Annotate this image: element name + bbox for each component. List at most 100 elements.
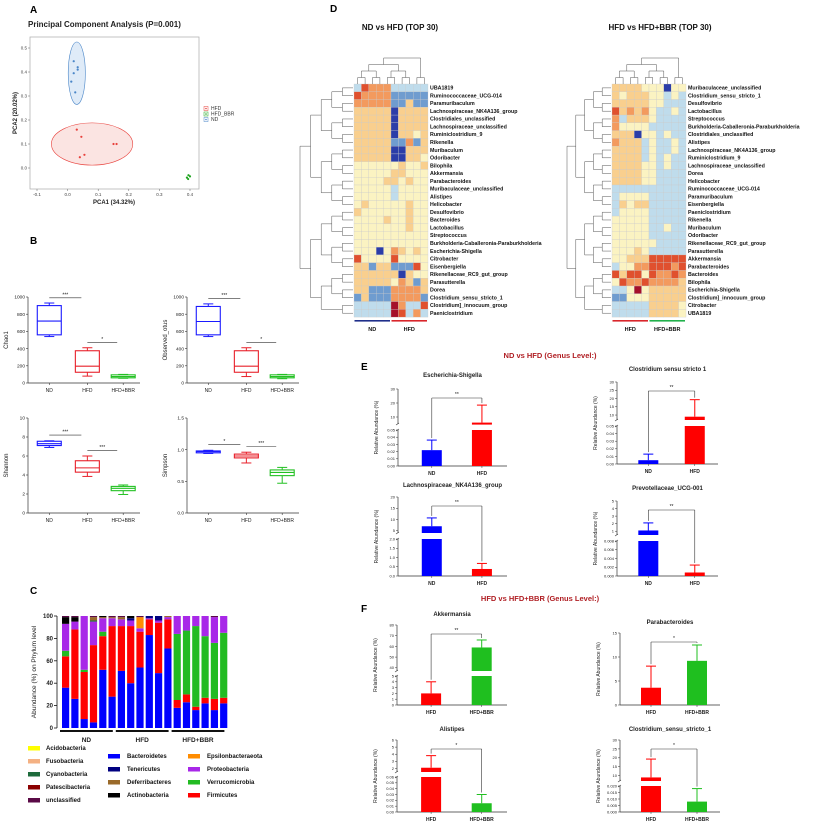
heatmap-cell — [678, 200, 687, 209]
heatmap-row-label: Bacteroides — [688, 272, 718, 278]
y-tick-label: 2 — [22, 492, 25, 498]
heatmap-cell — [641, 83, 650, 92]
heatmap-cell — [678, 262, 687, 271]
heatmap-row-label: Lachnospiraceae_unclassified — [688, 163, 765, 169]
heatmap-cell — [656, 223, 664, 232]
heatmap-cell — [641, 107, 650, 116]
heatmap-cell — [413, 184, 421, 193]
heatmap-cell — [420, 130, 429, 139]
heatmap-cell — [648, 169, 657, 178]
heatmap-cell — [626, 161, 635, 170]
heatmap-cell — [663, 239, 672, 248]
legend-label: Epsilonbacteraeota — [207, 754, 263, 760]
y-tick-label: 10 — [20, 416, 26, 422]
heatmap-cell — [361, 114, 369, 124]
heatmap-cell — [648, 293, 657, 302]
heatmap-cell — [626, 223, 635, 232]
heatmap-cell — [413, 114, 421, 124]
heatmap-cell — [398, 247, 406, 256]
heatmap-cell — [383, 91, 392, 100]
heatmap-cell — [663, 169, 672, 178]
heatmap-cell — [663, 262, 672, 271]
heatmap-cell — [663, 215, 672, 225]
significance-label: * — [673, 743, 675, 749]
legend-label: Actinobacteria — [127, 793, 169, 799]
stack-segment-Proteobacteria — [201, 616, 209, 637]
heatmap-cell — [390, 239, 399, 248]
heatmap-cell — [611, 177, 620, 186]
heatmap-cell — [656, 239, 664, 248]
heatmap-cell — [398, 161, 406, 170]
heatmap-cell — [405, 122, 414, 131]
heatmap-cell — [398, 200, 406, 209]
stack-segment-Verrucomicrobia — [210, 642, 218, 699]
bar-HFD — [684, 572, 705, 576]
heatmap-cell — [611, 247, 620, 256]
heatmap-row-label: Ruminococcaceae_UCG-014 — [688, 187, 760, 193]
heatmap-cell — [390, 309, 399, 318]
heatmap-cell — [663, 278, 672, 287]
pca-title: Principal Component Analysis (P=0.001) — [28, 20, 181, 29]
heatmap-cell — [390, 91, 399, 100]
heatmap-cell — [611, 83, 620, 92]
y-tick-label: 0.00 — [387, 463, 396, 468]
axis-break-mark — [395, 422, 400, 426]
y-tick-label: 10 — [391, 414, 396, 419]
heatmap-cell — [619, 184, 627, 193]
stack-segment-Cyanobacteria — [89, 620, 98, 622]
heatmap-cell — [390, 122, 399, 131]
heatmap-cell — [376, 169, 384, 178]
heatmap-cell — [671, 247, 679, 256]
bar-HFD-lower — [684, 426, 705, 464]
pca-plot-frame — [29, 36, 200, 190]
heatmap-cell — [413, 169, 421, 178]
heatmap-cell — [353, 208, 362, 217]
y-tick-label: 6 — [22, 454, 25, 460]
heatmap-cell — [648, 262, 657, 271]
stack-segment-Proteobacteria — [62, 623, 70, 651]
pca-point-ND — [76, 68, 79, 71]
heatmap-cell — [641, 153, 650, 162]
significance-label: * — [101, 337, 103, 343]
heatmap-row-label: Dorea — [688, 171, 703, 177]
heatmap-cell — [611, 192, 620, 201]
heatmap-cell — [641, 285, 650, 294]
heatmap-cell — [398, 83, 406, 92]
heatmap-cell — [626, 200, 635, 209]
x-tick-label: HFD — [82, 388, 93, 394]
heatmap-cell — [626, 99, 635, 108]
y-tick-label: 4 — [392, 679, 395, 684]
pca-point-HFD — [115, 142, 118, 146]
genus-panel-title: Akkermansia — [433, 612, 471, 618]
stack-segment-unclassified — [117, 616, 125, 618]
heatmap-cell — [656, 254, 664, 263]
heatmap-cell — [368, 153, 377, 162]
heatmap-cell — [611, 309, 620, 318]
heatmap-cell — [634, 239, 642, 248]
heatmap-cell — [678, 239, 687, 248]
pca-ellipse-HFD — [51, 122, 134, 166]
heatmap-cell — [634, 130, 642, 139]
heatmap-cell — [383, 239, 392, 248]
heatmap-cell — [368, 138, 377, 147]
stack-segment-unclassified — [136, 616, 144, 618]
stack-segment-Bacteroidetes — [155, 673, 163, 728]
heatmap-cell — [361, 146, 369, 155]
heatmap-cell — [361, 285, 369, 294]
significance-label: *** — [62, 292, 68, 298]
heatmap-cell — [376, 146, 384, 155]
y-tick-label: 5 — [612, 498, 615, 503]
heatmap-cell — [413, 83, 421, 92]
heatmap-cell — [641, 215, 650, 225]
heatmap-cell — [383, 247, 392, 256]
heatmap-cell — [663, 138, 672, 147]
heatmap-cell — [413, 91, 421, 100]
heatmap-cell — [405, 83, 414, 92]
heatmap-cell — [390, 169, 399, 178]
heatmap-cell — [671, 262, 679, 271]
heatmap-cell — [376, 254, 384, 263]
heatmap-cell — [663, 83, 672, 92]
heatmap-cell — [648, 200, 657, 209]
heatmap-cell — [353, 247, 362, 256]
panel-label-A: A — [30, 5, 37, 16]
